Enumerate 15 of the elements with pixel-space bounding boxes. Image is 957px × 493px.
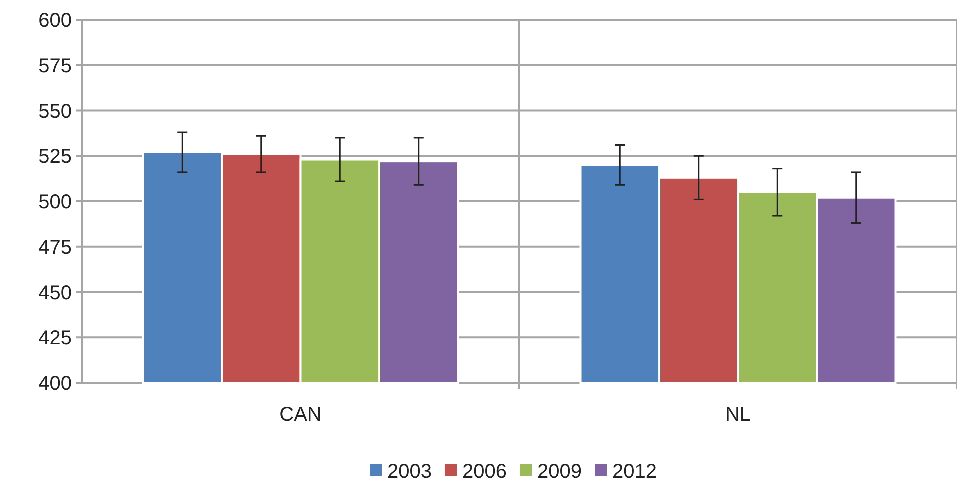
legend-label: 2006 bbox=[462, 461, 507, 483]
x-tick-label: CAN bbox=[280, 404, 322, 426]
y-tick-label: 550 bbox=[38, 100, 72, 123]
y-tick-label: 525 bbox=[38, 146, 72, 168]
y-tick-label: 450 bbox=[38, 282, 72, 304]
y-tick-label: 475 bbox=[38, 236, 72, 259]
legend-label: 2003 bbox=[388, 461, 432, 483]
x-tick-label: NL bbox=[725, 404, 752, 426]
y-tick-label: 600 bbox=[38, 10, 72, 32]
legend-label: 2009 bbox=[538, 461, 582, 483]
y-tick-label: 500 bbox=[38, 192, 72, 214]
y-tick-label: 425 bbox=[38, 328, 72, 350]
y-tick-label: 400 bbox=[38, 373, 72, 395]
y-tick-label: 575 bbox=[38, 55, 72, 78]
legend-label: 2012 bbox=[612, 461, 657, 483]
